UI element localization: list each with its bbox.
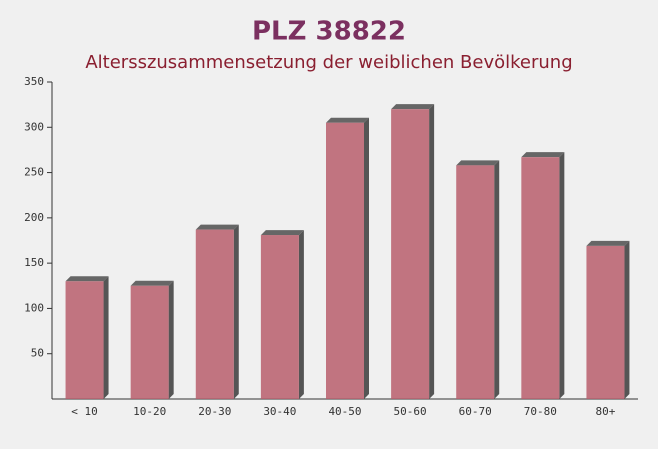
x-tick-label: 30-40: [263, 405, 296, 418]
bar: [195, 229, 234, 399]
y-tick-label: 150: [24, 256, 44, 269]
chart-title: PLZ 38822: [252, 17, 406, 47]
x-tick-label: 80+: [596, 405, 616, 418]
bar-side: [559, 152, 565, 399]
x-tick-label: < 10: [71, 405, 98, 418]
y-tick-label: 100: [24, 301, 44, 314]
bar-top: [586, 240, 630, 246]
x-tick-label: 20-30: [198, 405, 231, 418]
bar-side: [298, 230, 304, 399]
x-tick-label: 70-80: [524, 405, 557, 418]
bar: [586, 245, 625, 399]
y-tick-label: 50: [31, 347, 44, 360]
bar-side: [168, 280, 174, 399]
bar-side: [494, 160, 500, 399]
bar-side: [364, 117, 369, 399]
y-tick-label: 350: [24, 75, 44, 88]
bar-top: [456, 160, 500, 166]
bar-top: [391, 104, 435, 110]
x-tick-label: 60-70: [459, 405, 492, 418]
bar-top: [195, 224, 239, 230]
bar: [260, 235, 299, 399]
y-tick-label: 300: [24, 120, 44, 133]
bar-top: [260, 230, 304, 236]
bar: [130, 285, 169, 399]
x-tick-label: 50-60: [394, 405, 427, 418]
chart-subtitle: Altersszusammensetzung der weiblichen Be…: [85, 52, 572, 73]
bar-side: [429, 104, 435, 400]
bar: [521, 157, 560, 399]
bar-side: [233, 224, 239, 399]
y-tick-label: 250: [24, 166, 44, 179]
bar-side: [624, 240, 630, 399]
x-tick-label: 40-50: [328, 405, 361, 418]
bar-top: [130, 280, 174, 286]
bar-top: [65, 276, 109, 282]
x-tick-label: 10-20: [133, 405, 166, 418]
bar: [456, 165, 495, 399]
bar: [326, 122, 364, 399]
bar: [65, 281, 104, 399]
y-tick-label: 200: [24, 211, 44, 224]
bar-top: [521, 152, 565, 158]
bar-side: [103, 276, 109, 399]
bar: [391, 109, 430, 400]
bar-top: [326, 117, 369, 123]
